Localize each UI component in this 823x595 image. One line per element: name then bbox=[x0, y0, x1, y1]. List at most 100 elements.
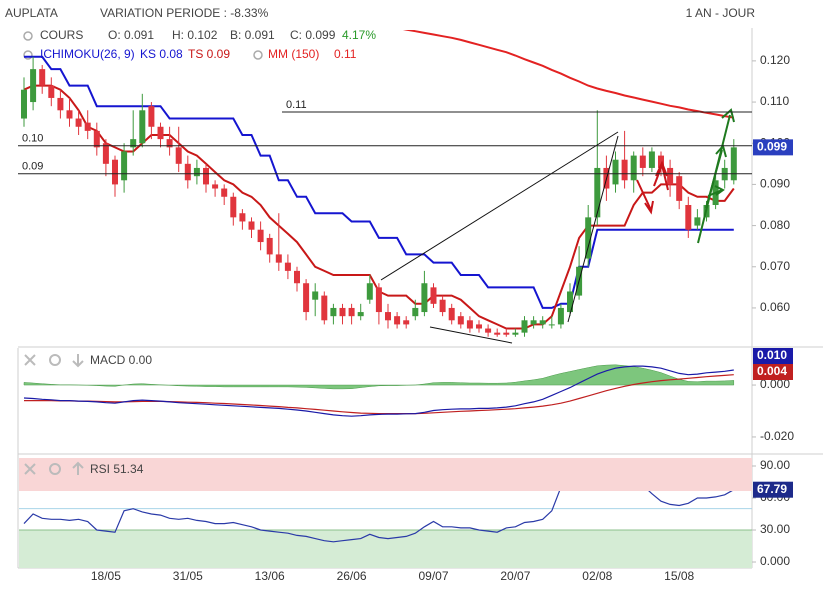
y-tick-label: 90.00 bbox=[760, 458, 790, 472]
candle-body bbox=[157, 126, 164, 140]
candle-body bbox=[421, 283, 428, 313]
candle-body bbox=[503, 332, 510, 335]
candle-body bbox=[248, 221, 255, 230]
legend-low: B: 0.091 bbox=[230, 28, 275, 42]
candle-body bbox=[639, 155, 646, 168]
candle-body bbox=[184, 163, 191, 181]
candle-body bbox=[539, 320, 546, 325]
rsi-plot bbox=[19, 473, 752, 568]
value-box bbox=[753, 364, 793, 380]
x-tick-label: 20/07 bbox=[500, 569, 530, 583]
period[interactable]: 1 AN - JOUR bbox=[686, 6, 756, 20]
macd-title: MACD 0.00 bbox=[90, 353, 152, 367]
candle-body bbox=[230, 196, 237, 218]
candle-body bbox=[585, 217, 592, 259]
y-tick-label: 0.120 bbox=[760, 53, 790, 67]
candle-body bbox=[403, 320, 410, 325]
level-label: 0.11 bbox=[286, 99, 307, 111]
candle-body bbox=[357, 312, 364, 317]
candle-body bbox=[339, 307, 346, 317]
candle-body bbox=[457, 316, 464, 325]
candle-body bbox=[39, 69, 46, 86]
candle-body bbox=[667, 167, 674, 185]
y-tick-label: 0.090 bbox=[760, 177, 790, 191]
candle-body bbox=[494, 332, 501, 335]
legend-icons bbox=[23, 31, 263, 60]
candle-body bbox=[685, 205, 692, 230]
x-tick-label: 09/07 bbox=[418, 569, 448, 583]
candle-body bbox=[57, 97, 64, 111]
candle-body bbox=[330, 307, 337, 317]
legend-ks: KS 0.08 bbox=[140, 47, 183, 61]
x-tick-label: 13/06 bbox=[255, 569, 285, 583]
candle-body bbox=[476, 324, 482, 329]
candle-body bbox=[394, 316, 401, 325]
candle-body bbox=[294, 270, 300, 284]
macd-plot bbox=[23, 364, 735, 417]
signal-line bbox=[24, 374, 734, 415]
y-tick-label: 0.070 bbox=[760, 259, 790, 273]
candle-body bbox=[694, 217, 701, 226]
legend-change: 4.17% bbox=[342, 28, 376, 42]
candle-body bbox=[594, 167, 601, 218]
candle-body bbox=[112, 159, 118, 185]
legend-close: C: 0.099 bbox=[290, 28, 336, 42]
x-tick-label: 02/08 bbox=[582, 569, 612, 583]
legend-mm: MM (150) bbox=[268, 47, 319, 61]
y-tick-label: -0.020 bbox=[760, 429, 794, 443]
value-box-label: 0.010 bbox=[757, 348, 787, 362]
candle-body bbox=[448, 307, 455, 321]
value-box-label: 0.004 bbox=[757, 364, 787, 378]
macd-controls[interactable] bbox=[24, 354, 84, 368]
candle-body bbox=[84, 122, 91, 131]
price-plot bbox=[21, 30, 737, 337]
candle-body bbox=[121, 151, 128, 181]
candle-body bbox=[130, 139, 137, 148]
candle-body bbox=[312, 291, 319, 300]
candle-body bbox=[366, 283, 373, 300]
candle-body bbox=[676, 176, 683, 201]
candle-body bbox=[521, 320, 528, 333]
candle-body bbox=[530, 320, 537, 325]
candle-body bbox=[485, 328, 492, 333]
macd-line bbox=[23, 365, 734, 417]
candle-body bbox=[348, 307, 355, 317]
legend-open: O: 0.091 bbox=[108, 28, 154, 42]
candle-body bbox=[221, 188, 228, 197]
candle-body bbox=[439, 299, 446, 313]
level-label: 0.10 bbox=[22, 133, 43, 145]
value-box bbox=[753, 139, 793, 156]
symbol: AUPLATA bbox=[5, 6, 58, 20]
candle-body bbox=[102, 143, 109, 164]
legend-mm-value: 0.11 bbox=[334, 47, 357, 61]
oversold-zone bbox=[19, 530, 752, 568]
candle-body bbox=[193, 167, 200, 177]
legend-ts: TS 0.09 bbox=[188, 47, 230, 61]
candle-body bbox=[557, 307, 564, 325]
candle-body bbox=[385, 312, 391, 321]
candle-body bbox=[567, 291, 573, 313]
candle-body bbox=[148, 106, 155, 127]
y-tick-label: 0.110 bbox=[760, 94, 789, 108]
rsi-controls[interactable] bbox=[24, 461, 84, 475]
candle-body bbox=[48, 85, 55, 98]
candle-body bbox=[166, 139, 173, 148]
candle-body bbox=[203, 167, 209, 185]
level-label: 0.09 bbox=[22, 161, 43, 173]
x-tick-label: 26/06 bbox=[337, 569, 367, 583]
y-tick-label: 0.080 bbox=[760, 218, 790, 232]
y-tick-label: 0.000 bbox=[760, 377, 790, 391]
candle-body bbox=[303, 283, 310, 313]
candle-body bbox=[658, 155, 664, 168]
candle-body bbox=[648, 151, 655, 168]
candle-body bbox=[30, 69, 37, 103]
candle-body bbox=[512, 332, 519, 335]
variation: VARIATION PERIODE : -8.33% bbox=[100, 6, 269, 20]
legend-cours: COURS bbox=[40, 28, 83, 42]
x-tick-label: 31/05 bbox=[173, 569, 203, 583]
candle-body bbox=[612, 159, 619, 185]
y-tick-label: 0.000 bbox=[760, 554, 790, 568]
legend-indicator: ICHIMOKU(26, 9) bbox=[40, 47, 135, 61]
